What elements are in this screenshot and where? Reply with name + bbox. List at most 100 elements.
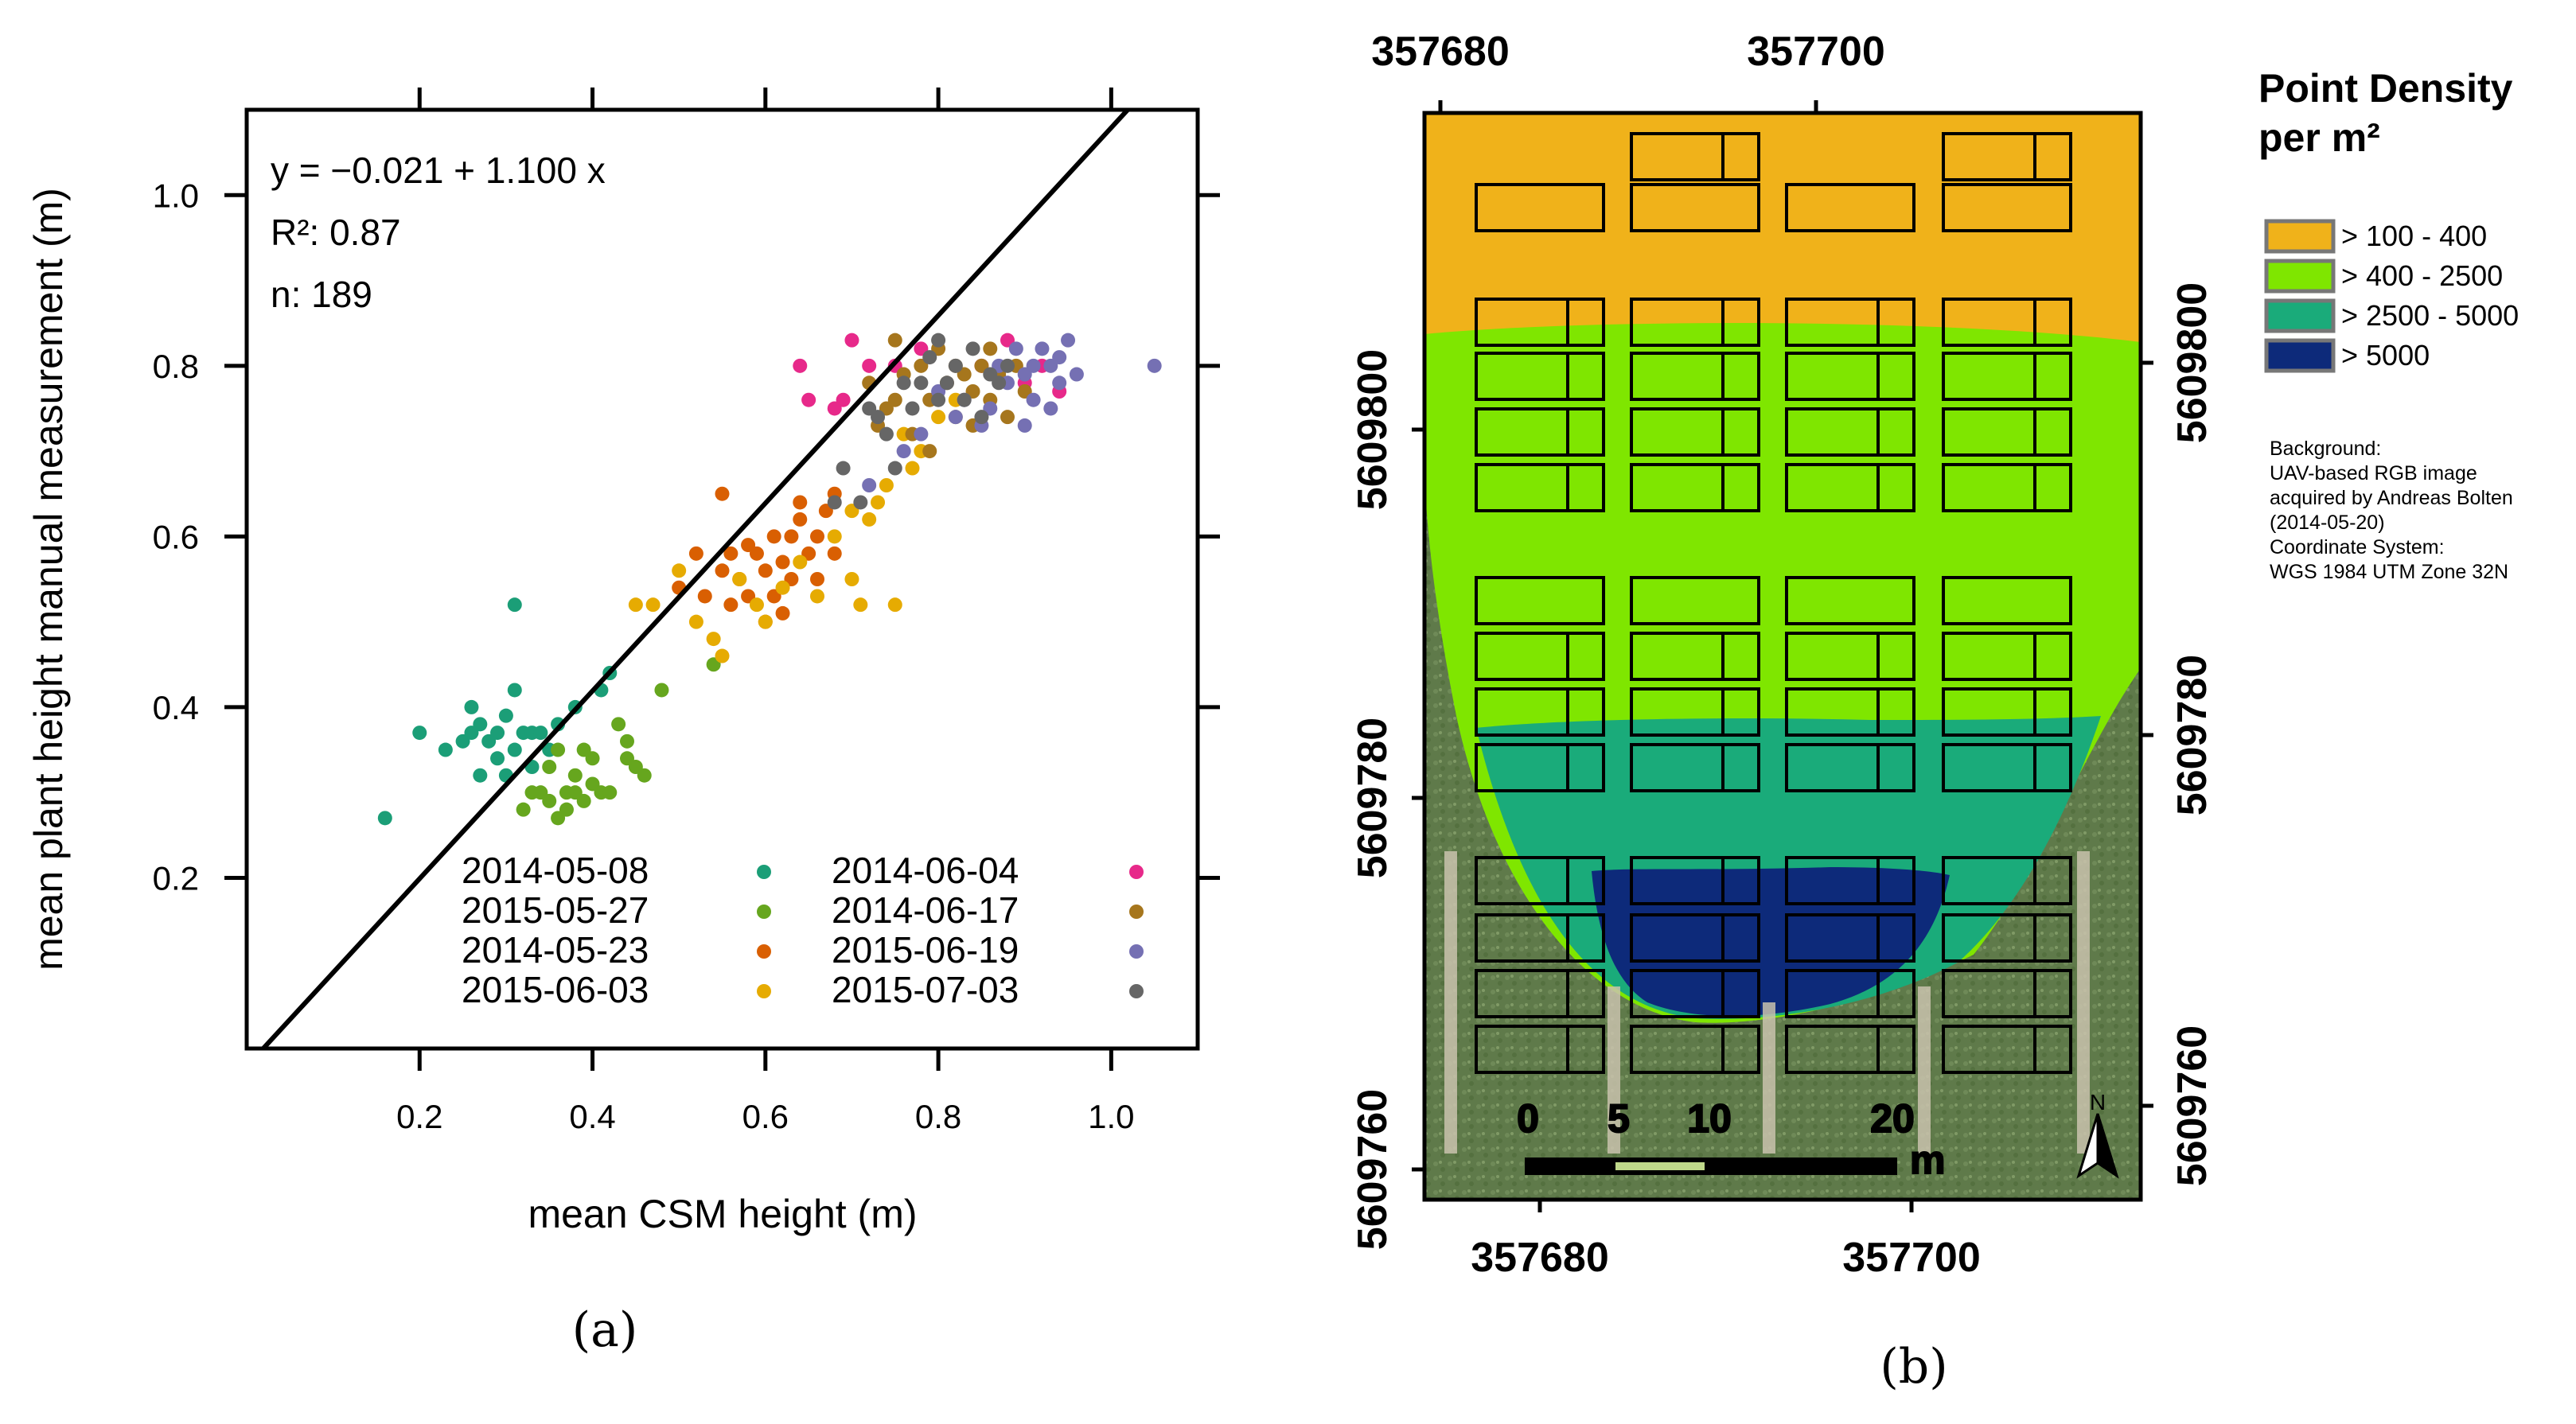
data-point [1026,358,1041,373]
data-point [559,802,574,817]
field-plot [1942,687,2072,737]
field-plot [1475,298,1605,347]
data-point [801,392,816,407]
left-tick-5609800: 5609800 [1350,349,1396,510]
data-point [688,614,703,629]
data-point [688,546,703,561]
field-plot [1785,743,1915,792]
data-point [853,495,868,510]
field-plot [1785,969,1915,1018]
data-point [507,683,522,698]
data-point [1069,367,1084,382]
map-legend-title-line1: Point Density [2258,66,2513,111]
data-point [567,768,583,783]
data-point [827,529,842,544]
data-point [602,785,618,800]
data-point [992,375,1007,391]
x-tick-label: 1.0 [1088,1098,1134,1135]
data-point [862,512,877,527]
field-plot [1942,913,2072,963]
note-line: acquired by Andreas Bolten [2270,487,2513,509]
legend-label: 2014-06-04 [832,850,1019,891]
axes: 0.2 0.4 0.6 0.8 1.0 0.2 0.4 0.6 0.8 1.0 [153,88,1220,1135]
field-plot [1475,183,1605,232]
data-point [836,392,851,407]
legend-label: > 100 - 400 [2341,220,2487,252]
data-point [1035,341,1050,356]
data-point [654,683,669,698]
data-point [775,580,790,595]
data-point [965,341,980,356]
legend-label: 2014-06-17 [832,889,1019,931]
density-zone-low [1424,113,2141,342]
data-point [542,760,557,774]
data-point [490,726,505,741]
data-point [922,444,937,459]
data-point [957,392,972,407]
legend: 2014-05-082015-05-272014-05-232015-06-03… [462,850,1144,1010]
data-point [793,512,808,527]
legend-label: 2015-05-27 [462,889,649,931]
legend-label: > 2500 - 5000 [2341,299,2519,332]
field-plots [1475,132,2072,1074]
field-plot [1475,687,1605,737]
map-ticks [1412,100,2153,1212]
data-point [887,333,902,348]
field-plot [1942,1025,2072,1074]
data-point [723,546,739,561]
r-squared-annotation: R²: 0.87 [271,212,401,253]
field-plot [1475,463,1605,512]
data-point [844,572,859,586]
data-point [810,589,824,604]
data-point [914,375,929,391]
field-plot [1942,132,2072,181]
data-point [827,546,842,561]
data-point [879,478,894,492]
legend-marker [757,865,771,879]
data-point [672,563,687,578]
field-plot [1630,407,1760,457]
data-point [551,742,566,757]
y-tick-label: 0.8 [153,348,199,385]
note-line: WGS 1984 UTM Zone 32N [2270,561,2508,583]
field-plot [1785,632,1915,681]
data-point [784,529,799,544]
note-line: Background: [2270,438,2381,460]
data-point [498,708,513,723]
data-point [793,358,808,373]
scale-label-10: 10 [1687,1096,1732,1141]
legend-label: > 400 - 2500 [2341,259,2503,292]
scatter-panel: 0.2 0.4 0.6 0.8 1.0 0.2 0.4 0.6 0.8 1.0 y = −0.02… [26,88,1220,1358]
scale-bar: 0 5 10 20 m [1516,1095,1946,1183]
legend-marker [757,944,771,959]
y-tick-label: 0.6 [153,518,199,555]
map-notes: Background: UAV-based RGB image acquired… [2270,438,2513,583]
data-point [524,785,540,800]
legend-label: 2014-05-08 [462,850,649,891]
legend-marker [1129,865,1144,879]
y-axis-label: mean plant height manual measurement (m) [26,188,71,971]
data-point [793,554,808,570]
field-plot [1942,576,2072,625]
legend-label: 2015-06-03 [462,969,649,1010]
data-point [983,341,998,356]
data-point [931,333,946,348]
plot-frame [244,107,1200,1051]
field-plot [1942,463,2072,512]
x-tick-label: 0.8 [915,1098,961,1135]
data-point [1026,392,1041,407]
field-plot [1475,743,1605,792]
field-plot [1942,856,2072,905]
field-plot [1475,969,1605,1018]
field-plot [1785,407,1915,457]
field-plot [1785,856,1915,905]
regression-line [261,110,1130,1049]
data-points [377,333,1162,826]
field-plot [1475,913,1605,963]
data-point [732,572,747,586]
data-point [905,401,920,416]
data-point [715,486,730,501]
y-tick-label: 0.2 [153,859,199,897]
legend-marker [1129,944,1144,959]
data-point [758,614,773,629]
